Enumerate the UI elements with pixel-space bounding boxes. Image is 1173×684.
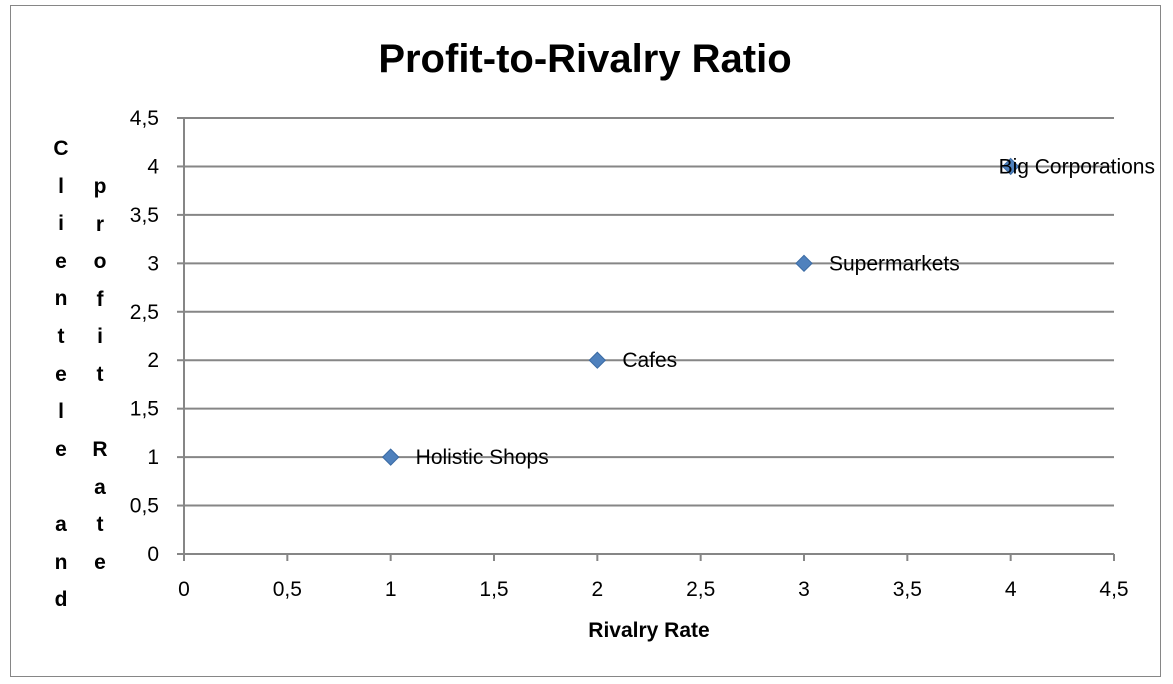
y-axis-title-letter: a: [55, 512, 67, 536]
data-point-label: Big Corporations: [999, 155, 1155, 178]
y-tick-label: 1,5: [130, 398, 159, 421]
y-axis-title-letter: [58, 468, 64, 506]
x-tick-label: 2,5: [686, 578, 715, 601]
y-axis-title-letter: t: [96, 513, 104, 537]
y-tick-label: 1: [147, 446, 159, 469]
y-axis-title-letter: [97, 394, 103, 432]
y-axis-title-letter: i: [58, 212, 64, 236]
y-axis-title-letter: t: [96, 362, 104, 386]
x-tick-label: 4,5: [1099, 578, 1128, 601]
y-axis-title-letter: a: [94, 475, 106, 499]
data-point-label: Holistic Shops: [416, 446, 549, 469]
y-axis-title-letter: d: [54, 588, 68, 612]
y-tick-label: 3,5: [130, 204, 159, 227]
data-point-label: Supermarkets: [829, 252, 960, 275]
y-axis-title-letter: r: [95, 212, 105, 236]
y-axis-title-letter: o: [93, 250, 107, 274]
y-axis-title-letter: e: [55, 437, 67, 461]
x-tick-label: 2: [591, 578, 603, 601]
y-axis-title-letter: n: [54, 550, 68, 574]
x-tick-label: 0: [178, 578, 190, 601]
x-tick-label: 1: [385, 578, 397, 601]
y-tick-label: 0: [147, 543, 159, 566]
x-tick-label: 3,5: [893, 578, 922, 601]
axis-layer: [177, 117, 1115, 561]
data-point-marker: [795, 254, 813, 273]
data-point-marker: [381, 448, 400, 466]
x-tick-label: 4: [1005, 578, 1017, 601]
y-axis-title-letter: e: [55, 249, 67, 273]
y-axis-title-letter: p: [93, 175, 107, 198]
x-axis-title: Rivalry Rate: [588, 619, 709, 642]
y-axis-title-letter: n: [54, 287, 68, 311]
y-tick-label: 4: [147, 155, 159, 178]
x-tick-label: 1,5: [479, 578, 508, 601]
y-axis-title-letter: e: [55, 362, 67, 386]
y-axis-title-letter: f: [96, 287, 104, 311]
x-tick-label: 0,5: [273, 578, 302, 601]
y-axis-title-letter: l: [58, 174, 64, 198]
x-tick-label: 3: [798, 578, 810, 601]
data-point-marker: [1001, 157, 1020, 176]
y-tick-label: 2: [147, 349, 159, 372]
y-axis-title-letter: C: [53, 137, 69, 160]
y-axis-title-letter: i: [97, 325, 103, 349]
point-layer: [381, 157, 1020, 466]
y-axis-title-letter: l: [58, 400, 64, 424]
y-tick-label: 3: [147, 252, 159, 275]
y-axis-title-letter: R: [92, 438, 108, 462]
chart-title: Profit-to-Rivalry Ratio: [378, 37, 791, 81]
tick-label-layer: 0 0,5 1 1,5 2 2,5 3 3,5 4 4,5 0 0,5 1 1,5 2 2,5 3 3,5 4 4,5: [130, 107, 1129, 601]
y-tick-label: 2,5: [130, 301, 159, 324]
data-point-label: Cafes: [622, 349, 677, 372]
y-tick-label: 4,5: [130, 107, 159, 130]
grid-layer: [184, 117, 1114, 507]
y-axis-title-letter: t: [57, 324, 65, 348]
y-axis-title-letter: e: [94, 550, 106, 574]
data-point-marker: [588, 351, 607, 369]
point-label-layer: Holistic Shops Cafes Supermarkets Big Corpo…: [416, 155, 1155, 469]
y-tick-label: 0,5: [130, 495, 159, 518]
